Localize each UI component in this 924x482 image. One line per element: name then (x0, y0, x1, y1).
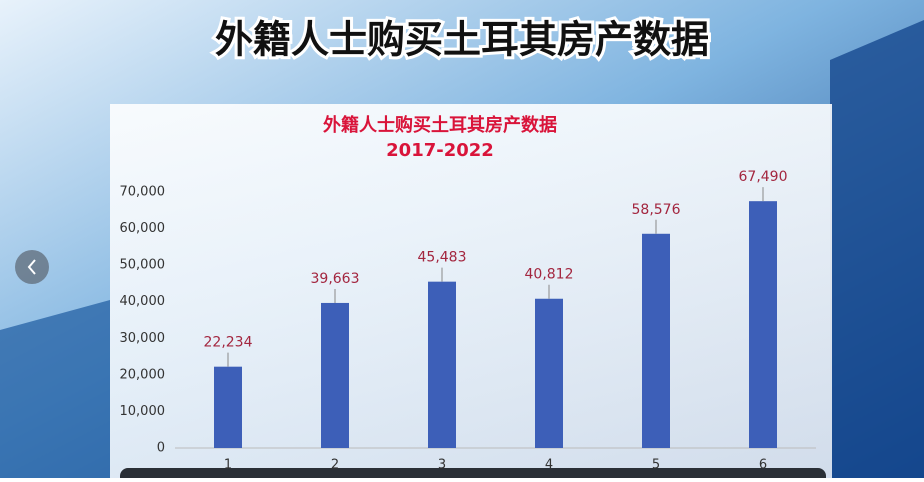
bar (642, 233, 670, 448)
bar (749, 201, 777, 448)
value-label: 67,490 (739, 169, 788, 185)
x-tick-label: 4 (545, 458, 553, 473)
building (0, 300, 110, 478)
prev-button[interactable] (15, 250, 49, 284)
building (830, 20, 924, 478)
page-title: 外籍人士购买土耳其房产数据 (215, 18, 709, 62)
bar (321, 302, 349, 448)
bar (428, 281, 456, 448)
value-label: 22,234 (204, 335, 253, 351)
x-tick-label: 3 (438, 458, 446, 473)
y-tick-label: 20,000 (120, 367, 166, 382)
bar (535, 298, 563, 448)
y-tick-label: 30,000 (120, 331, 166, 346)
y-tick-label: 50,000 (120, 258, 166, 273)
y-tick-label: 0 (157, 441, 165, 456)
x-tick-label: 2 (331, 458, 339, 473)
chart-title: 外籍人士购买土耳其房产数据 (323, 114, 557, 136)
value-label: 58,576 (632, 202, 681, 218)
x-tick-label: 6 (759, 458, 767, 473)
y-tick-label: 40,000 (120, 294, 166, 309)
x-tick-label: 1 (224, 458, 232, 473)
x-tick-label: 5 (652, 458, 660, 473)
chart-subtitle: 2017-2022 (386, 140, 494, 161)
bar (214, 366, 242, 448)
y-tick-label: 10,000 (120, 404, 166, 419)
y-tick-label: 70,000 (120, 185, 166, 200)
value-label: 45,483 (418, 250, 467, 266)
prev-icon (27, 259, 36, 275)
value-label: 39,663 (311, 271, 360, 287)
value-label: 40,812 (525, 267, 574, 283)
y-tick-label: 60,000 (120, 221, 166, 236)
